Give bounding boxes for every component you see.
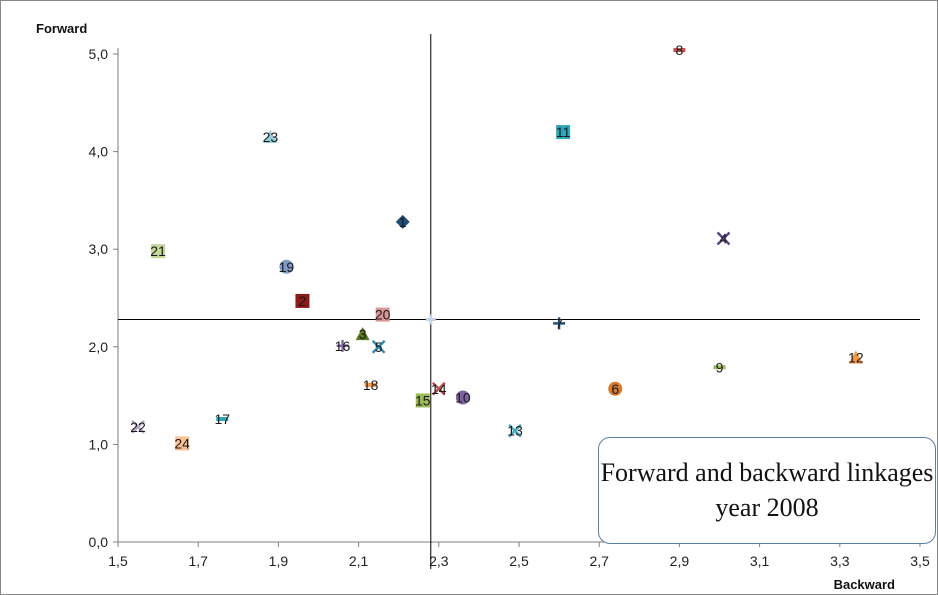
y-tick-label: 4,0 <box>89 144 109 160</box>
point-label-10: 10 <box>455 390 471 406</box>
data-point-2 <box>295 293 310 308</box>
point-label-24: 24 <box>174 435 190 451</box>
data-point-3 <box>355 327 370 341</box>
point-label-18: 18 <box>363 377 379 393</box>
x-tick-label: 1,7 <box>188 553 208 569</box>
data-point-17 <box>216 417 229 422</box>
point-label-22: 22 <box>130 419 146 435</box>
x-tick-label: 1,5 <box>108 553 128 569</box>
point-label-13: 13 <box>507 423 523 439</box>
y-tick-label: 5,0 <box>89 46 109 62</box>
x-tick-label: 1,9 <box>269 553 289 569</box>
data-point-7 <box>553 317 566 330</box>
point-label-5: 5 <box>375 339 383 355</box>
x-axis-title: Backward <box>834 577 895 592</box>
data-point-15 <box>415 393 430 408</box>
point-label-4: 4 <box>720 230 728 246</box>
point-label-1: 1 <box>399 214 407 230</box>
point-label-3: 3 <box>359 326 367 342</box>
data-point-6 <box>608 381 623 396</box>
y-tick-label: 0,0 <box>89 534 109 550</box>
data-points <box>131 48 863 451</box>
data-point-16 <box>336 339 349 352</box>
data-point-5 <box>371 339 386 354</box>
point-label-2: 2 <box>299 293 307 309</box>
point-label-19: 19 <box>279 259 295 275</box>
point-label-14: 14 <box>431 381 447 397</box>
data-point-11 <box>556 125 571 140</box>
y-tick-label: 2,0 <box>89 339 109 355</box>
data-point-8 <box>673 48 686 53</box>
y-tick-label: 1,0 <box>89 436 109 452</box>
x-tick-label: 3,5 <box>910 553 930 569</box>
point-label-6: 6 <box>611 381 619 397</box>
point-label-8: 8 <box>676 42 684 58</box>
data-point-9 <box>713 365 726 370</box>
data-point-24 <box>175 436 190 451</box>
point-label-17: 17 <box>214 411 230 427</box>
data-point-21 <box>151 244 166 259</box>
chart-title-box: Forward and backward linkages year 2008 <box>598 437 936 544</box>
point-label-21: 21 <box>150 243 166 259</box>
data-point-14 <box>431 381 446 396</box>
point-label-15: 15 <box>415 392 431 408</box>
y-tick-label: 3,0 <box>89 241 109 257</box>
point-label-11: 11 <box>556 124 571 140</box>
point-label-23: 23 <box>263 129 279 145</box>
data-point-23 <box>263 129 278 143</box>
x-tick-label: 2,1 <box>349 553 369 569</box>
data-point-22 <box>131 419 145 434</box>
axes-layer: 1,5 1,7 1,9 2,1 2,3 2,5 2,7 2,9 3,1 3,3 3,5 0,0 1,0 2… <box>89 46 930 569</box>
data-point-10 <box>455 390 470 405</box>
data-point-13 <box>508 423 522 438</box>
y-axis-title: Forward <box>36 21 87 36</box>
x-tick-label: 2,3 <box>429 553 449 569</box>
data-point-1 <box>395 214 410 229</box>
data-point-4 <box>716 231 731 246</box>
point-label-12: 12 <box>848 350 864 366</box>
point-label-20: 20 <box>375 307 391 323</box>
chart-title: Forward and backward linkages year 2008 <box>600 458 934 522</box>
x-tick-label: 2,7 <box>589 553 609 569</box>
x-tick-label: 3,1 <box>750 553 770 569</box>
x-tick-label: 2,9 <box>670 553 690 569</box>
x-tick-label: 3,3 <box>830 553 850 569</box>
center-marker <box>425 314 436 325</box>
data-point-18 <box>364 382 377 387</box>
data-point-19 <box>279 259 294 274</box>
x-tick-label: 2,5 <box>509 553 529 569</box>
point-label-9: 9 <box>716 359 724 375</box>
point-label-7: 7 <box>555 315 563 331</box>
data-point-12 <box>848 350 863 364</box>
data-point-20 <box>375 307 390 322</box>
point-label-16: 16 <box>335 338 351 354</box>
reference-lines <box>118 34 920 569</box>
